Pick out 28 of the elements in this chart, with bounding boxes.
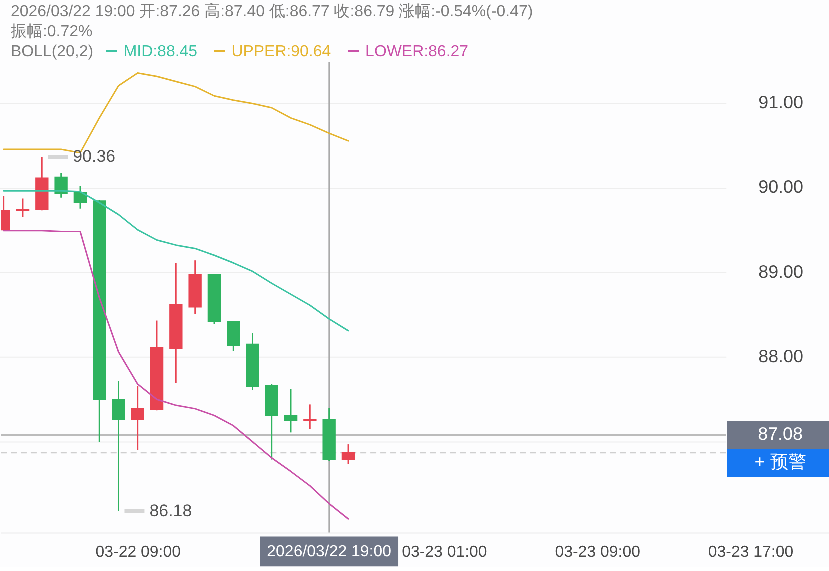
legend-title: BOLL(20,2) (10, 43, 94, 60)
legend-label: MID:88.45 (124, 43, 198, 60)
candlestick (16, 198, 30, 218)
y-tick-label: 91.00 (758, 92, 804, 112)
annotation: 振幅:0.72% (10, 23, 93, 40)
y-tick-label: 88.00 (758, 346, 804, 367)
candlestick (74, 185, 88, 210)
annotation: 2026/03/22 19:00 开:87.26 高:87.40 低:86.77 收:86.79 涨幅:-0.54%(-0.47) (10, 2, 534, 20)
candlestick (112, 380, 126, 512)
candlestick (54, 172, 68, 199)
legend-label: LOWER:86.27 (366, 43, 469, 60)
candlestick (227, 320, 240, 352)
ref-line-label: 2026/03/22 19:00 (267, 544, 392, 561)
x-tick-label: 03-22 09:00 (96, 544, 182, 562)
candlestick (284, 388, 298, 434)
y-tick-label: 90.00 (758, 177, 804, 198)
legend-label: UPPER:90.64 (232, 43, 332, 60)
annotation: + 预警 (754, 452, 806, 472)
x-tick-label: 03-23 17:00 (708, 544, 794, 562)
annotation: 86.18 (150, 502, 192, 520)
candlestick (304, 404, 317, 430)
x-tick-label: 03-23 09:00 (555, 544, 641, 562)
annotation: 90.36 (73, 147, 116, 166)
ref-line-label: 87.08 (758, 424, 804, 444)
x-tick-label: 03-23 01:00 (402, 544, 488, 562)
candlestick (131, 385, 144, 452)
candlestick (342, 444, 356, 465)
y-tick-label: 89.00 (758, 262, 804, 282)
